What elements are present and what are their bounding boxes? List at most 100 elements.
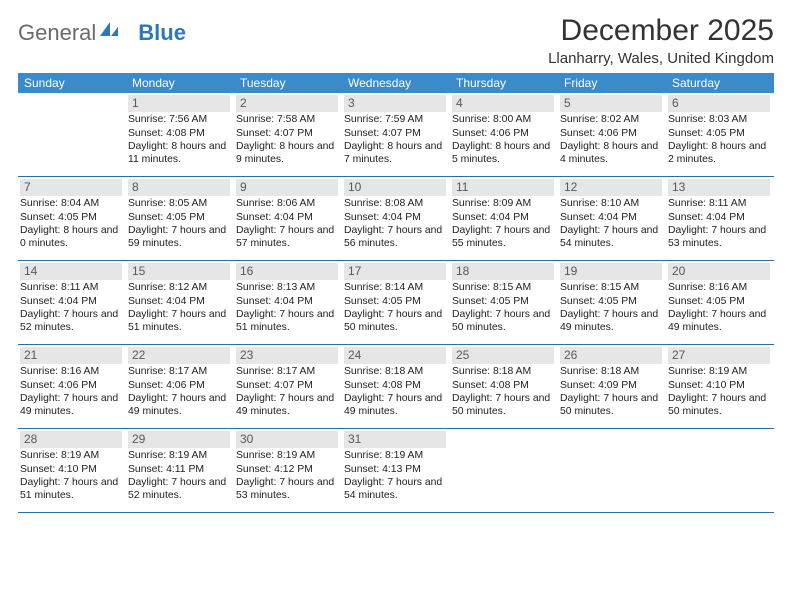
logo: General Blue [18,14,186,46]
week-row: 1Sunrise: 7:56 AMSunset: 4:08 PMDaylight… [18,93,774,177]
weekday-header-cell: Friday [558,73,666,93]
day-cell: 28Sunrise: 8:19 AMSunset: 4:10 PMDayligh… [18,429,126,512]
day-details: Sunrise: 8:18 AMSunset: 4:08 PMDaylight:… [344,365,446,418]
day-number: 18 [452,263,554,280]
day-cell: 22Sunrise: 8:17 AMSunset: 4:06 PMDayligh… [126,345,234,428]
day-number: 31 [344,431,446,448]
day-details: Sunrise: 8:11 AMSunset: 4:04 PMDaylight:… [20,281,122,334]
day-details: Sunrise: 8:19 AMSunset: 4:10 PMDaylight:… [668,365,770,418]
day-cell: 14Sunrise: 8:11 AMSunset: 4:04 PMDayligh… [18,261,126,344]
day-number: 25 [452,347,554,364]
day-cell: 5Sunrise: 8:02 AMSunset: 4:06 PMDaylight… [558,93,666,176]
day-number: 26 [560,347,662,364]
week-row: 14Sunrise: 8:11 AMSunset: 4:04 PMDayligh… [18,261,774,345]
day-details: Sunrise: 8:15 AMSunset: 4:05 PMDaylight:… [560,281,662,334]
weekday-header-row: SundayMondayTuesdayWednesdayThursdayFrid… [18,73,774,93]
day-number: 8 [128,179,230,196]
day-details: Sunrise: 8:00 AMSunset: 4:06 PMDaylight:… [452,113,554,166]
day-cell: 31Sunrise: 8:19 AMSunset: 4:13 PMDayligh… [342,429,450,512]
day-cell: 15Sunrise: 8:12 AMSunset: 4:04 PMDayligh… [126,261,234,344]
day-cell: 17Sunrise: 8:14 AMSunset: 4:05 PMDayligh… [342,261,450,344]
day-details: Sunrise: 8:02 AMSunset: 4:06 PMDaylight:… [560,113,662,166]
week-row: 28Sunrise: 8:19 AMSunset: 4:10 PMDayligh… [18,429,774,513]
day-number: 10 [344,179,446,196]
day-number: 19 [560,263,662,280]
day-number: 11 [452,179,554,196]
day-cell: 11Sunrise: 8:09 AMSunset: 4:04 PMDayligh… [450,177,558,260]
week-row: 21Sunrise: 8:16 AMSunset: 4:06 PMDayligh… [18,345,774,429]
weeks-container: 1Sunrise: 7:56 AMSunset: 4:08 PMDaylight… [18,93,774,513]
day-cell: 18Sunrise: 8:15 AMSunset: 4:05 PMDayligh… [450,261,558,344]
day-number: 3 [344,95,446,112]
day-number: 1 [128,95,230,112]
day-details: Sunrise: 8:06 AMSunset: 4:04 PMDaylight:… [236,197,338,250]
logo-text-1: General [18,20,96,46]
day-number: 30 [236,431,338,448]
day-details: Sunrise: 8:09 AMSunset: 4:04 PMDaylight:… [452,197,554,250]
weekday-header-cell: Monday [126,73,234,93]
day-cell: 13Sunrise: 8:11 AMSunset: 4:04 PMDayligh… [666,177,774,260]
day-number: 20 [668,263,770,280]
day-details: Sunrise: 7:56 AMSunset: 4:08 PMDaylight:… [128,113,230,166]
day-number: 6 [668,95,770,112]
day-number: 23 [236,347,338,364]
weekday-header-cell: Thursday [450,73,558,93]
day-cell: 27Sunrise: 8:19 AMSunset: 4:10 PMDayligh… [666,345,774,428]
day-cell: 10Sunrise: 8:08 AMSunset: 4:04 PMDayligh… [342,177,450,260]
day-number: 13 [668,179,770,196]
weekday-header-cell: Saturday [666,73,774,93]
day-details: Sunrise: 8:19 AMSunset: 4:13 PMDaylight:… [344,449,446,502]
day-number: 21 [20,347,122,364]
day-cell [666,429,774,512]
day-details: Sunrise: 8:19 AMSunset: 4:11 PMDaylight:… [128,449,230,502]
day-cell [558,429,666,512]
month-title: December 2025 [548,14,774,48]
day-cell: 4Sunrise: 8:00 AMSunset: 4:06 PMDaylight… [450,93,558,176]
day-number: 29 [128,431,230,448]
weekday-header-cell: Sunday [18,73,126,93]
day-cell: 25Sunrise: 8:18 AMSunset: 4:08 PMDayligh… [450,345,558,428]
day-cell: 8Sunrise: 8:05 AMSunset: 4:05 PMDaylight… [126,177,234,260]
day-cell: 1Sunrise: 7:56 AMSunset: 4:08 PMDaylight… [126,93,234,176]
day-details: Sunrise: 8:15 AMSunset: 4:05 PMDaylight:… [452,281,554,334]
page-header: General Blue December 2025 Llanharry, Wa… [18,14,774,67]
day-details: Sunrise: 8:10 AMSunset: 4:04 PMDaylight:… [560,197,662,250]
day-number: 22 [128,347,230,364]
day-cell [450,429,558,512]
day-cell: 12Sunrise: 8:10 AMSunset: 4:04 PMDayligh… [558,177,666,260]
day-cell: 24Sunrise: 8:18 AMSunset: 4:08 PMDayligh… [342,345,450,428]
day-cell: 16Sunrise: 8:13 AMSunset: 4:04 PMDayligh… [234,261,342,344]
weekday-header-cell: Tuesday [234,73,342,93]
day-cell: 30Sunrise: 8:19 AMSunset: 4:12 PMDayligh… [234,429,342,512]
day-details: Sunrise: 7:59 AMSunset: 4:07 PMDaylight:… [344,113,446,166]
day-number: 5 [560,95,662,112]
day-cell: 19Sunrise: 8:15 AMSunset: 4:05 PMDayligh… [558,261,666,344]
day-number: 4 [452,95,554,112]
logo-text-2: Blue [138,20,186,46]
day-details: Sunrise: 8:16 AMSunset: 4:05 PMDaylight:… [668,281,770,334]
day-cell [18,93,126,176]
day-details: Sunrise: 8:17 AMSunset: 4:07 PMDaylight:… [236,365,338,418]
day-cell: 6Sunrise: 8:03 AMSunset: 4:05 PMDaylight… [666,93,774,176]
day-cell: 21Sunrise: 8:16 AMSunset: 4:06 PMDayligh… [18,345,126,428]
weekday-header-cell: Wednesday [342,73,450,93]
day-details: Sunrise: 8:18 AMSunset: 4:09 PMDaylight:… [560,365,662,418]
location-label: Llanharry, Wales, United Kingdom [548,50,774,67]
day-number: 17 [344,263,446,280]
day-details: Sunrise: 8:17 AMSunset: 4:06 PMDaylight:… [128,365,230,418]
day-number: 15 [128,263,230,280]
day-cell: 20Sunrise: 8:16 AMSunset: 4:05 PMDayligh… [666,261,774,344]
day-details: Sunrise: 8:12 AMSunset: 4:04 PMDaylight:… [128,281,230,334]
day-cell: 7Sunrise: 8:04 AMSunset: 4:05 PMDaylight… [18,177,126,260]
day-details: Sunrise: 8:19 AMSunset: 4:10 PMDaylight:… [20,449,122,502]
calendar-grid: SundayMondayTuesdayWednesdayThursdayFrid… [18,73,774,513]
day-cell: 23Sunrise: 8:17 AMSunset: 4:07 PMDayligh… [234,345,342,428]
day-details: Sunrise: 8:18 AMSunset: 4:08 PMDaylight:… [452,365,554,418]
day-details: Sunrise: 8:03 AMSunset: 4:05 PMDaylight:… [668,113,770,166]
day-number: 12 [560,179,662,196]
day-number: 2 [236,95,338,112]
title-block: December 2025 Llanharry, Wales, United K… [548,14,774,67]
day-details: Sunrise: 8:16 AMSunset: 4:06 PMDaylight:… [20,365,122,418]
week-row: 7Sunrise: 8:04 AMSunset: 4:05 PMDaylight… [18,177,774,261]
day-details: Sunrise: 7:58 AMSunset: 4:07 PMDaylight:… [236,113,338,166]
